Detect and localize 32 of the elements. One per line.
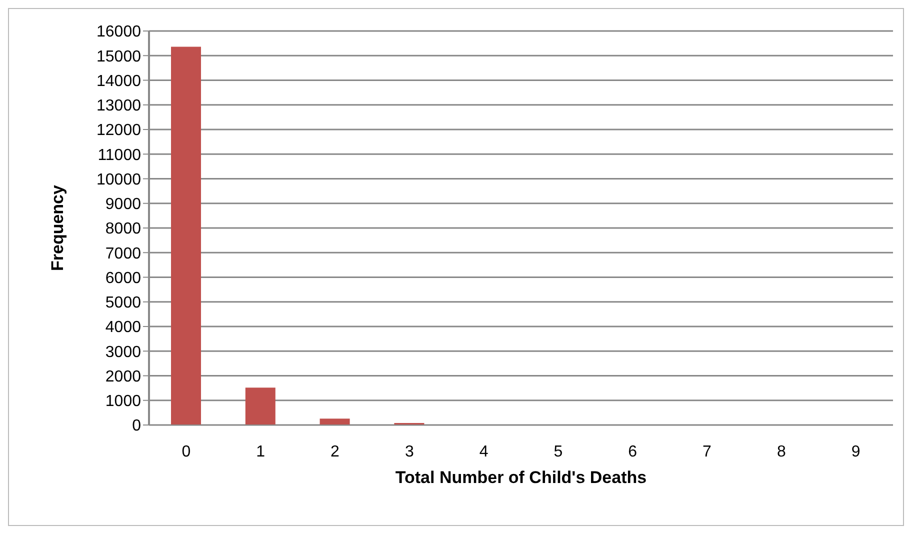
y-axis-title: Frequency xyxy=(48,184,68,271)
y-tick-label: 2000 xyxy=(105,368,142,386)
y-tick-label: 9000 xyxy=(105,196,142,214)
x-axis-title: Total Number of Child's Deaths xyxy=(395,468,647,487)
y-tick-label: 3000 xyxy=(105,344,142,361)
x-tick-label: 4 xyxy=(479,443,488,460)
x-tick-label: 2 xyxy=(330,443,340,460)
y-tick-label: 12000 xyxy=(96,122,142,140)
y-tick-label: 16000 xyxy=(96,24,142,41)
x-tick-label: 9 xyxy=(851,443,860,460)
x-tick-label: 3 xyxy=(404,443,414,460)
bar xyxy=(245,388,276,425)
y-tick-label: 7000 xyxy=(105,245,142,262)
x-tick-label: 5 xyxy=(554,443,563,460)
y-tick-label: 11000 xyxy=(98,146,142,164)
x-tick-label: 6 xyxy=(628,443,638,460)
y-tick-label: 1000 xyxy=(105,393,142,410)
bar xyxy=(171,46,201,425)
y-tick-label: 0 xyxy=(132,418,142,435)
x-tick-label: 0 xyxy=(182,443,191,460)
y-tick-label: 8000 xyxy=(105,220,142,238)
y-tick-label: 15000 xyxy=(96,48,142,66)
y-tick-label: 4000 xyxy=(105,319,142,336)
y-tick-label: 5000 xyxy=(105,294,142,312)
x-tick-label: 1 xyxy=(256,443,266,460)
y-tick-label: 10000 xyxy=(96,171,142,188)
x-tick-label: 7 xyxy=(702,443,712,460)
bar xyxy=(320,418,350,425)
y-tick-label: 13000 xyxy=(96,98,142,115)
x-tick-label: 8 xyxy=(776,443,786,460)
y-tick-label: 14000 xyxy=(96,72,142,90)
y-tick-label: 6000 xyxy=(105,270,142,287)
